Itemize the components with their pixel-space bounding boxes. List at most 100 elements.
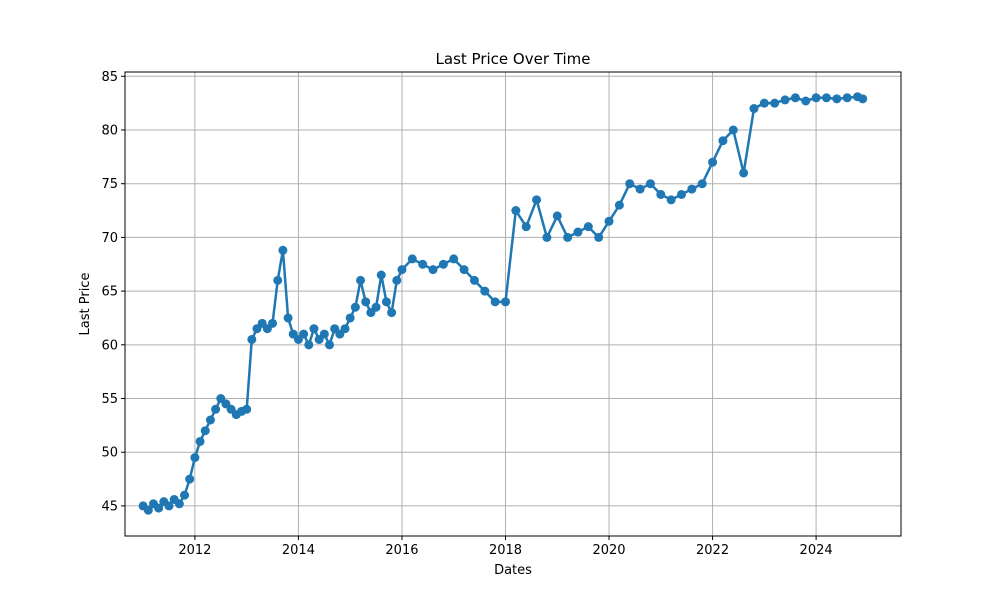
data-point xyxy=(428,265,438,275)
y-tick-label: 80 xyxy=(101,124,118,139)
data-point xyxy=(247,334,257,344)
data-point xyxy=(211,404,221,414)
data-point xyxy=(449,254,459,264)
data-point xyxy=(319,329,329,339)
y-tick-label: 85 xyxy=(101,70,118,85)
data-point xyxy=(749,104,759,114)
data-point xyxy=(195,436,205,446)
data-point xyxy=(242,404,252,414)
data-point xyxy=(397,265,407,275)
data-point xyxy=(821,93,831,103)
data-point xyxy=(459,265,469,275)
data-point xyxy=(438,259,448,269)
y-tick-label: 55 xyxy=(101,392,118,407)
plot-frame xyxy=(124,71,902,537)
data-point xyxy=(273,275,283,285)
y-tick-label: 65 xyxy=(101,285,118,300)
data-point xyxy=(614,200,624,210)
data-point xyxy=(511,206,521,216)
chart-title: Last Price Over Time xyxy=(436,50,591,68)
data-point xyxy=(309,324,319,334)
data-point xyxy=(594,232,604,242)
data-point xyxy=(190,453,200,463)
data-point xyxy=(469,275,479,285)
data-point xyxy=(728,125,738,135)
data-point xyxy=(759,98,769,108)
data-point xyxy=(542,232,552,242)
data-point xyxy=(739,168,749,178)
data-point xyxy=(185,474,195,484)
y-tick-label: 70 xyxy=(101,231,118,246)
data-point xyxy=(500,297,510,307)
data-point xyxy=(350,302,360,312)
data-point xyxy=(697,179,707,189)
data-point xyxy=(299,329,309,339)
data-point xyxy=(687,184,697,194)
data-point xyxy=(376,270,386,280)
x-tick-label: 2016 xyxy=(385,543,418,558)
data-point xyxy=(340,324,350,334)
data-point xyxy=(801,96,811,106)
data-point xyxy=(770,98,780,108)
data-point xyxy=(532,195,542,205)
data-point xyxy=(278,245,288,255)
data-point xyxy=(392,275,402,285)
x-tick-label: 2022 xyxy=(696,543,729,558)
y-axis-label: Last Price xyxy=(78,273,93,336)
data-point xyxy=(205,415,215,425)
data-point xyxy=(521,222,531,232)
x-axis-label: Dates xyxy=(494,563,532,578)
axis-ticks: 2012 2014 2016 2018 2020 2022 2024 45 50 55 60 65 70… xyxy=(101,70,832,558)
data-point xyxy=(677,189,687,199)
x-tick-label: 2012 xyxy=(178,543,211,558)
x-tick-label: 2024 xyxy=(800,543,833,558)
data-point xyxy=(666,195,676,205)
data-point xyxy=(387,308,397,318)
data-point xyxy=(583,222,593,232)
data-point xyxy=(811,93,821,103)
data-point xyxy=(418,259,428,269)
y-tick-label: 60 xyxy=(101,338,118,353)
data-point xyxy=(604,216,614,226)
data-point xyxy=(356,275,366,285)
data-point xyxy=(154,503,164,513)
data-point xyxy=(200,426,210,436)
data-point xyxy=(842,93,852,103)
data-point xyxy=(283,313,293,323)
data-point xyxy=(625,179,635,189)
data-point xyxy=(645,179,655,189)
data-point xyxy=(480,286,490,296)
data-point xyxy=(832,94,842,104)
series-layer xyxy=(138,92,868,515)
grid-lines xyxy=(125,72,901,536)
data-point xyxy=(407,254,417,264)
data-point xyxy=(858,94,868,104)
data-point xyxy=(371,302,381,312)
y-tick-label: 45 xyxy=(101,499,118,514)
data-point xyxy=(718,136,728,146)
data-point xyxy=(324,340,334,350)
data-point xyxy=(552,211,562,221)
x-tick-label: 2020 xyxy=(592,543,625,558)
data-point xyxy=(635,184,645,194)
y-tick-label: 75 xyxy=(101,177,118,192)
data-point xyxy=(268,318,278,328)
data-point xyxy=(656,189,666,199)
data-point xyxy=(563,232,573,242)
data-point xyxy=(143,505,153,515)
y-tick-label: 50 xyxy=(101,446,118,461)
data-point xyxy=(361,297,371,307)
data-point xyxy=(790,93,800,103)
data-point xyxy=(780,95,790,105)
data-point xyxy=(381,297,391,307)
x-tick-label: 2018 xyxy=(489,543,522,558)
data-point xyxy=(304,340,314,350)
data-point xyxy=(708,157,718,167)
data-point xyxy=(345,313,355,323)
data-point xyxy=(164,501,174,511)
data-point xyxy=(180,490,190,500)
data-point xyxy=(174,499,184,509)
x-tick-label: 2014 xyxy=(282,543,315,558)
data-point xyxy=(490,297,500,307)
